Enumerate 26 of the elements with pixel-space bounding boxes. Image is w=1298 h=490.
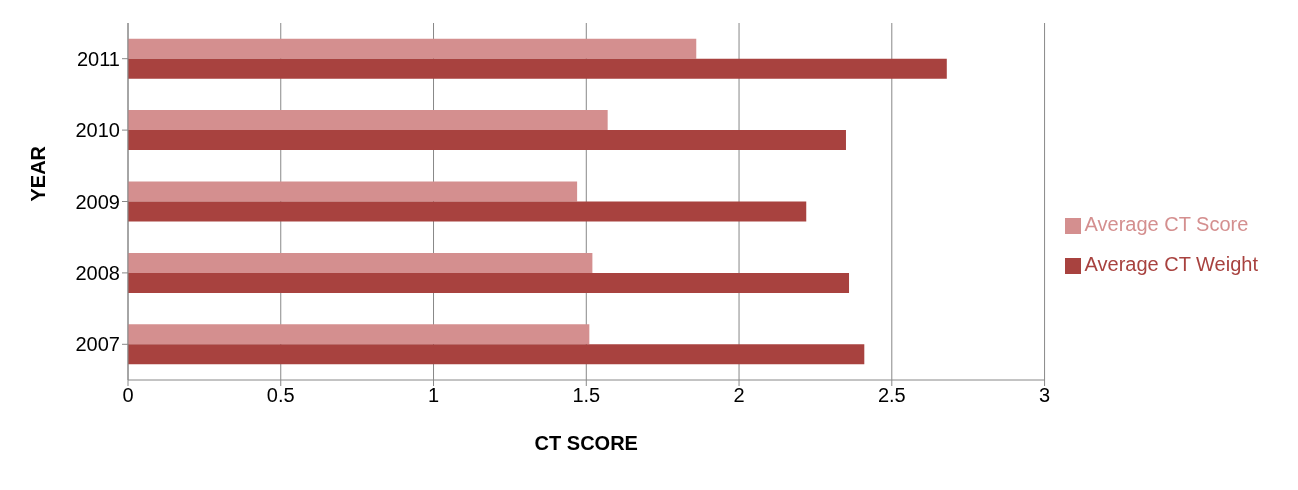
x-tick-label: 2 [733, 384, 745, 407]
legend-label: Average CT Score [1084, 213, 1249, 235]
x-axis-title: CT SCORE [534, 432, 638, 454]
bar [128, 344, 865, 365]
legend-label: Average CT Weight [1084, 253, 1258, 275]
y-axis-title: YEAR [27, 145, 50, 202]
x-tick-label: 1.5 [572, 384, 601, 407]
bar [128, 201, 807, 222]
y-tick-label: 2010 [75, 119, 120, 142]
bar [128, 272, 850, 293]
bar [128, 324, 590, 345]
y-tick-label: 2011 [76, 47, 120, 70]
bar [128, 38, 697, 59]
x-tick-label: 2.5 [877, 384, 906, 407]
x-tick-label: 1 [427, 384, 440, 407]
y-tick-label: 2007 [75, 333, 120, 356]
bar [128, 110, 608, 131]
x-tick-label: 0 [122, 384, 134, 407]
bar [128, 58, 947, 79]
y-tick-label: 2008 [75, 262, 120, 284]
bar [128, 252, 593, 273]
x-tick-label: 0.5 [266, 384, 295, 407]
bar [128, 181, 578, 202]
x-tick-label: 3 [1039, 384, 1051, 407]
bar [128, 130, 846, 151]
y-tick-label: 2009 [75, 190, 120, 213]
